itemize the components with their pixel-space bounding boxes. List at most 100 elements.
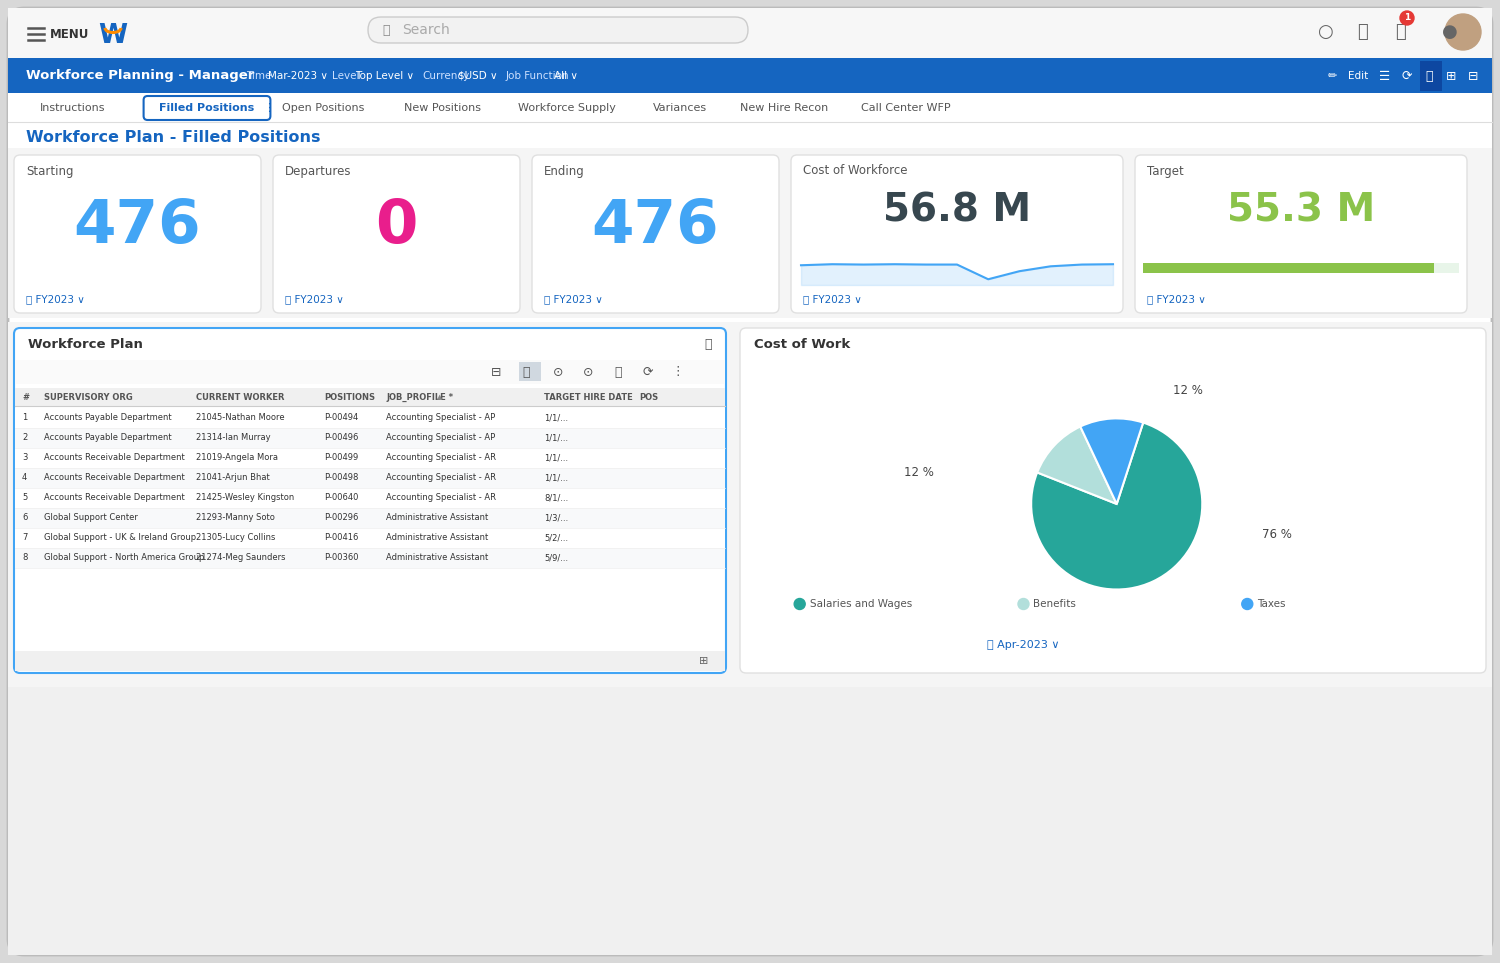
Text: 8: 8 (22, 554, 27, 562)
Text: ⊟: ⊟ (1467, 69, 1478, 83)
Text: ⊞: ⊞ (699, 656, 708, 666)
Bar (15, 360, 724, 384)
FancyBboxPatch shape (13, 328, 726, 673)
Text: P-00416: P-00416 (324, 534, 358, 542)
FancyBboxPatch shape (790, 155, 1124, 313)
Bar (15, 388, 724, 406)
Text: SUPERVISORY ORG: SUPERVISORY ORG (44, 393, 132, 402)
Wedge shape (1030, 423, 1203, 589)
FancyBboxPatch shape (532, 155, 778, 313)
Text: ⊟: ⊟ (490, 366, 501, 378)
Text: 🔍: 🔍 (382, 23, 390, 37)
Bar (15, 428, 724, 448)
Text: Mar-2023 ∨: Mar-2023 ∨ (268, 71, 328, 81)
FancyBboxPatch shape (8, 8, 1492, 955)
Text: CURRENT WORKER: CURRENT WORKER (196, 393, 285, 402)
Text: #: # (22, 393, 28, 402)
Text: ⤓ FY2023 ∨: ⤓ FY2023 ∨ (285, 294, 344, 304)
Text: 2: 2 (22, 433, 27, 443)
Text: ⟳: ⟳ (642, 366, 654, 378)
Text: ⤓ Apr-2023 ∨: ⤓ Apr-2023 ∨ (987, 640, 1059, 650)
Text: ⊙: ⊙ (582, 366, 592, 378)
Text: Benefits: Benefits (1034, 599, 1077, 609)
Bar (8, 93, 1492, 123)
Text: ⤓ FY2023 ∨: ⤓ FY2023 ∨ (26, 294, 86, 304)
Text: ⤓ FY2023 ∨: ⤓ FY2023 ∨ (544, 294, 603, 304)
Text: Departures: Departures (285, 165, 351, 177)
Wedge shape (1080, 418, 1143, 504)
Text: Administrative Assistant: Administrative Assistant (386, 534, 489, 542)
Text: Global Support - North America Group: Global Support - North America Group (44, 554, 204, 562)
Text: 🔔: 🔔 (1358, 23, 1368, 41)
Text: 21274-Meg Saunders: 21274-Meg Saunders (196, 554, 285, 562)
Text: 7: 7 (22, 534, 27, 542)
Text: Accounting Specialist - AR: Accounting Specialist - AR (386, 474, 496, 482)
Text: Filled Positions: Filled Positions (159, 103, 255, 113)
Text: 1: 1 (22, 413, 27, 423)
Text: P-00499: P-00499 (324, 454, 358, 462)
FancyBboxPatch shape (144, 96, 270, 120)
Text: Top Level ∨: Top Level ∨ (356, 71, 414, 81)
Bar (15, 408, 724, 428)
Text: W: W (99, 23, 128, 49)
Text: Starting: Starting (26, 165, 74, 177)
Bar (8, 322, 1492, 687)
FancyBboxPatch shape (1136, 155, 1467, 313)
Text: Salaries and Wages: Salaries and Wages (810, 599, 912, 609)
Text: Time: Time (246, 71, 272, 81)
Text: Accounting Specialist - AP: Accounting Specialist - AP (386, 413, 495, 423)
Text: 8/1/...: 8/1/... (544, 493, 568, 503)
Text: 5/2/...: 5/2/... (544, 534, 568, 542)
Text: 1/1/...: 1/1/... (544, 413, 568, 423)
Text: Search: Search (402, 23, 450, 37)
Text: 12 %: 12 % (904, 466, 934, 480)
Circle shape (1019, 598, 1029, 610)
Text: 💾: 💾 (615, 366, 621, 378)
Text: ⊙: ⊙ (552, 366, 564, 378)
Bar (8, 148, 1492, 318)
Bar (8, 58, 1492, 94)
Text: $USD ∨: $USD ∨ (458, 71, 498, 81)
Text: Accounts Payable Department: Accounts Payable Department (44, 413, 171, 423)
Text: 📋: 📋 (522, 366, 530, 378)
Text: P-00494: P-00494 (324, 413, 358, 423)
Text: Workforce Planning - Manager: Workforce Planning - Manager (26, 69, 255, 83)
Text: 476: 476 (591, 196, 720, 255)
Text: Accounting Specialist - AR: Accounting Specialist - AR (386, 493, 496, 503)
Text: 21045-Nathan Moore: 21045-Nathan Moore (196, 413, 285, 423)
Text: ⤓ FY2023 ∨: ⤓ FY2023 ∨ (802, 294, 862, 304)
Text: 1: 1 (1404, 13, 1410, 22)
Bar (8, 8, 1492, 60)
Text: 1/1/...: 1/1/... (544, 454, 568, 462)
Text: Target: Target (1148, 165, 1184, 177)
Text: JOB_PROFILE *: JOB_PROFILE * (386, 393, 453, 402)
Text: Instructions: Instructions (40, 103, 105, 113)
Text: Workforce Plan: Workforce Plan (28, 337, 142, 351)
Text: Edit: Edit (1348, 71, 1368, 81)
Bar (15, 448, 724, 468)
Text: Ending: Ending (544, 165, 585, 177)
Text: 1/1/...: 1/1/... (544, 474, 568, 482)
FancyBboxPatch shape (13, 155, 261, 313)
Bar (15, 468, 724, 488)
Text: Global Support Center: Global Support Center (44, 513, 138, 523)
Text: Cost of Work: Cost of Work (754, 337, 850, 351)
Text: POSITIONS: POSITIONS (324, 393, 375, 402)
Text: P-00496: P-00496 (324, 433, 358, 443)
Text: Administrative Assistant: Administrative Assistant (386, 554, 489, 562)
Text: 5: 5 (22, 493, 27, 503)
Text: Accounts Payable Department: Accounts Payable Department (44, 433, 171, 443)
Text: New Positions: New Positions (404, 103, 480, 113)
FancyBboxPatch shape (740, 328, 1486, 673)
Text: Accounts Receivable Department: Accounts Receivable Department (44, 454, 184, 462)
Text: Workforce Plan - Filled Positions: Workforce Plan - Filled Positions (26, 131, 321, 145)
Bar (1143, 263, 1460, 273)
Text: 3: 3 (22, 454, 27, 462)
Text: 55.3 M: 55.3 M (1227, 191, 1376, 229)
Text: ⤓ FY2023 ∨: ⤓ FY2023 ∨ (1148, 294, 1206, 304)
Text: ○: ○ (1317, 23, 1334, 41)
Text: 21293-Manny Soto: 21293-Manny Soto (196, 513, 274, 523)
Text: 76 %: 76 % (1262, 529, 1292, 541)
Text: Currency: Currency (422, 71, 470, 81)
Circle shape (1400, 11, 1414, 25)
